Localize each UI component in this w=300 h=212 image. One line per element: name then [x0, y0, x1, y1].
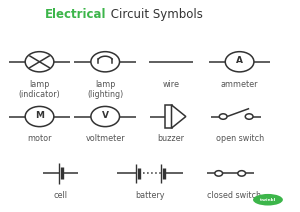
Text: buzzer: buzzer: [158, 134, 184, 144]
Text: ammeter: ammeter: [221, 80, 258, 89]
Text: twinkl: twinkl: [260, 198, 275, 202]
Circle shape: [245, 114, 253, 119]
Text: M: M: [35, 111, 44, 120]
Text: closed switch: closed switch: [207, 191, 261, 200]
Circle shape: [215, 171, 223, 176]
Circle shape: [238, 171, 246, 176]
Circle shape: [25, 106, 54, 127]
Text: voltmeter: voltmeter: [85, 134, 125, 144]
Text: battery: battery: [135, 191, 165, 200]
Text: open switch: open switch: [215, 134, 264, 144]
Text: lamp
(indicator): lamp (indicator): [19, 80, 60, 99]
Text: Circuit Symbols: Circuit Symbols: [107, 8, 203, 21]
Circle shape: [91, 52, 119, 72]
Bar: [165, 105, 172, 128]
Text: cell: cell: [53, 191, 68, 200]
Text: motor: motor: [27, 134, 52, 144]
Text: wire: wire: [162, 80, 179, 89]
Ellipse shape: [253, 194, 283, 205]
Text: Electrical: Electrical: [45, 8, 107, 21]
Circle shape: [225, 52, 254, 72]
Polygon shape: [172, 105, 186, 128]
Circle shape: [91, 106, 119, 127]
Circle shape: [219, 114, 227, 119]
Circle shape: [25, 52, 54, 72]
Text: lamp
(lighting): lamp (lighting): [87, 80, 123, 99]
Text: V: V: [102, 111, 109, 120]
Text: A: A: [236, 56, 243, 66]
